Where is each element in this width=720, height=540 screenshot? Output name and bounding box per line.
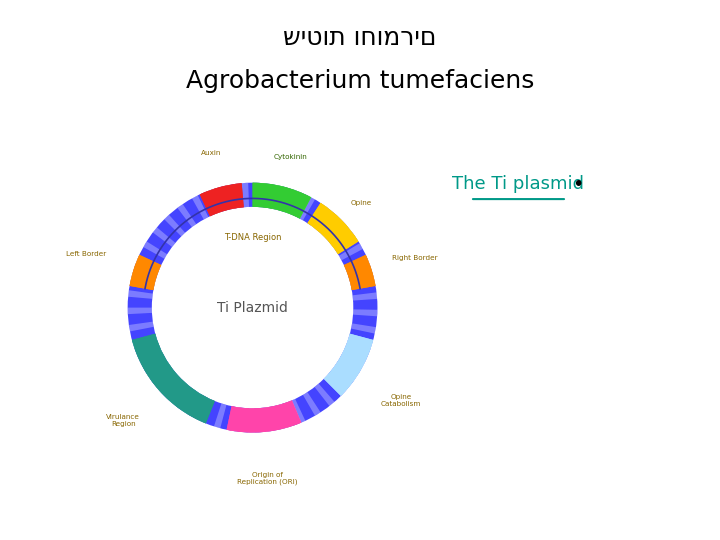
Wedge shape	[253, 183, 311, 219]
Wedge shape	[143, 241, 167, 259]
Wedge shape	[248, 408, 255, 433]
Wedge shape	[214, 403, 227, 428]
Text: שיטות וחומרים: שיטות וחומרים	[283, 25, 437, 50]
Wedge shape	[177, 204, 197, 227]
Wedge shape	[132, 334, 215, 423]
Wedge shape	[183, 391, 201, 415]
Text: Left Border: Left Border	[66, 251, 107, 256]
Wedge shape	[153, 227, 176, 247]
Wedge shape	[341, 350, 366, 366]
Wedge shape	[307, 203, 359, 254]
Wedge shape	[346, 259, 370, 273]
Wedge shape	[350, 275, 374, 287]
Wedge shape	[227, 400, 302, 433]
Wedge shape	[325, 374, 347, 394]
Text: Virulance
Region: Virulance Region	[106, 414, 140, 427]
Text: T-DNA Region: T-DNA Region	[224, 233, 282, 242]
Wedge shape	[351, 323, 376, 334]
Wedge shape	[303, 392, 320, 416]
Wedge shape	[132, 334, 215, 423]
Wedge shape	[169, 382, 189, 404]
Text: Ti Plazmid: Ti Plazmid	[217, 301, 288, 315]
Text: Right Border: Right Border	[392, 255, 437, 261]
Wedge shape	[353, 292, 377, 301]
Text: Agrobacterium tumefaciens: Agrobacterium tumefaciens	[186, 69, 534, 92]
Wedge shape	[310, 205, 330, 228]
Wedge shape	[231, 407, 240, 431]
Wedge shape	[127, 183, 377, 433]
Wedge shape	[225, 185, 235, 210]
Wedge shape	[307, 203, 359, 254]
Wedge shape	[339, 244, 363, 260]
Text: The Ti plasmid: The Ti plasmid	[452, 175, 585, 193]
Text: Opine: Opine	[351, 200, 372, 206]
Wedge shape	[199, 183, 244, 217]
Wedge shape	[208, 189, 222, 213]
Wedge shape	[127, 308, 152, 314]
Wedge shape	[136, 257, 161, 272]
Wedge shape	[315, 383, 335, 406]
Wedge shape	[138, 349, 163, 365]
Wedge shape	[330, 229, 354, 248]
Wedge shape	[353, 309, 377, 316]
Text: Auxin: Auxin	[201, 150, 221, 156]
Text: •: •	[572, 174, 583, 193]
Wedge shape	[324, 334, 373, 396]
Wedge shape	[130, 255, 161, 290]
Wedge shape	[263, 407, 272, 432]
Wedge shape	[242, 183, 249, 207]
Wedge shape	[131, 273, 156, 285]
Wedge shape	[164, 215, 185, 237]
Wedge shape	[132, 335, 157, 348]
Wedge shape	[285, 190, 300, 214]
Wedge shape	[321, 216, 343, 238]
Wedge shape	[199, 183, 244, 217]
Wedge shape	[298, 197, 315, 220]
Text: Origin of
Replication (ORI): Origin of Replication (ORI)	[238, 471, 298, 485]
Text: Cytokinin: Cytokinin	[274, 153, 307, 159]
Wedge shape	[344, 255, 376, 290]
Wedge shape	[334, 362, 357, 381]
Wedge shape	[344, 255, 376, 290]
Wedge shape	[130, 255, 161, 290]
Wedge shape	[128, 290, 153, 299]
Wedge shape	[157, 373, 179, 393]
Wedge shape	[198, 398, 213, 423]
Wedge shape	[290, 399, 305, 423]
Wedge shape	[347, 337, 372, 350]
Wedge shape	[253, 183, 311, 219]
Wedge shape	[227, 400, 302, 433]
Wedge shape	[271, 185, 283, 210]
Wedge shape	[129, 322, 153, 332]
Wedge shape	[277, 404, 289, 429]
Wedge shape	[258, 183, 266, 207]
Wedge shape	[324, 334, 373, 396]
Wedge shape	[147, 361, 170, 379]
Text: Opine
Catabolism: Opine Catabolism	[381, 394, 421, 407]
Wedge shape	[192, 195, 208, 219]
